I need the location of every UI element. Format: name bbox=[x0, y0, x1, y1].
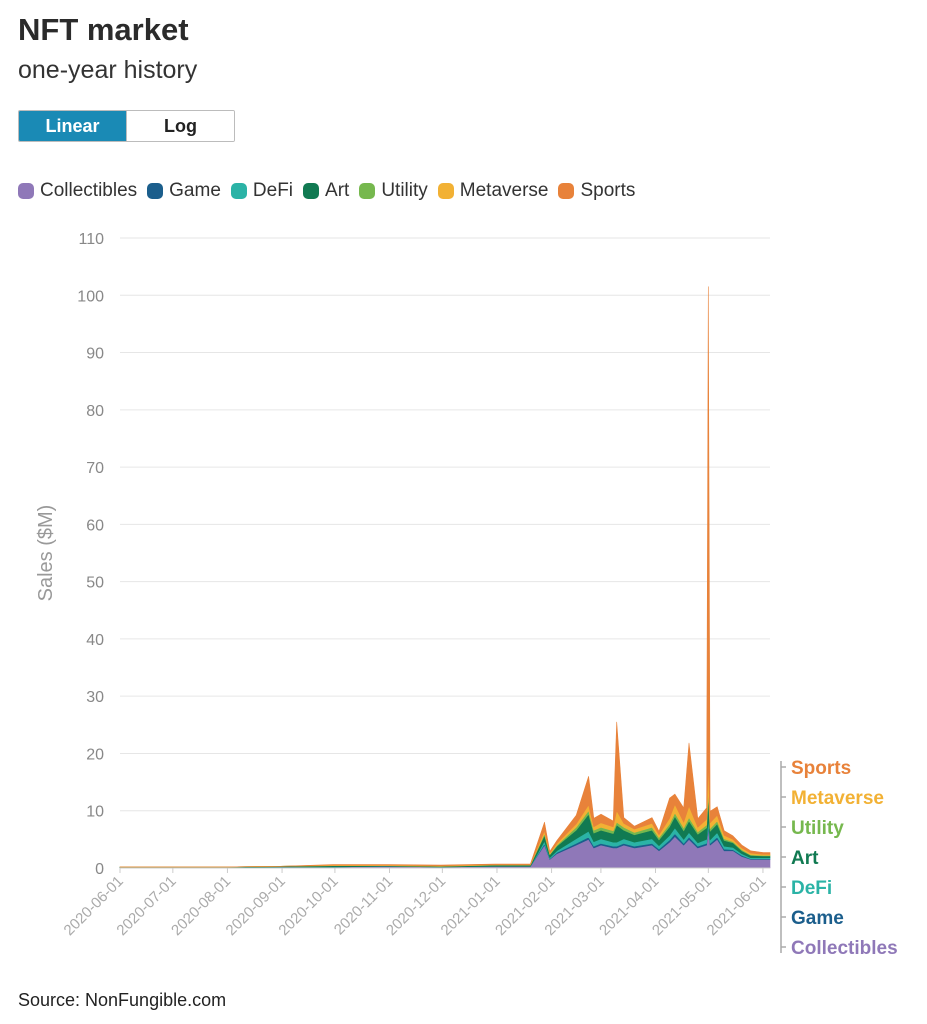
legend-item-sports[interactable]: Sports bbox=[558, 180, 635, 202]
linear-scale-button[interactable]: Linear bbox=[19, 111, 126, 141]
legend-swatch-art bbox=[303, 183, 320, 199]
legend-item-game[interactable]: Game bbox=[147, 180, 221, 202]
x-tick-label: 2021-06-01 bbox=[704, 873, 770, 939]
legend-item-metaverse[interactable]: Metaverse bbox=[437, 180, 549, 202]
legend-label-defi: DeFi bbox=[252, 180, 294, 201]
legend-swatch-sports bbox=[558, 183, 575, 199]
legend-label-sports: Sports bbox=[580, 180, 636, 201]
y-axis-label: Sales ($M) bbox=[35, 505, 57, 602]
chart-title: NFT market bbox=[18, 12, 189, 47]
y-tick-label: 50 bbox=[86, 575, 104, 592]
legend-swatch-defi bbox=[230, 183, 247, 199]
end-label-utility: Utility bbox=[791, 818, 844, 839]
end-label-collectibles: Collectibles bbox=[791, 938, 898, 959]
legend-swatch-utility bbox=[359, 183, 376, 199]
y-tick-label: 80 bbox=[86, 403, 104, 420]
legend-item-art[interactable]: Art bbox=[303, 180, 349, 202]
y-tick-label: 30 bbox=[86, 689, 104, 706]
end-label-art: Art bbox=[791, 848, 819, 869]
y-tick-label: 90 bbox=[86, 346, 104, 363]
log-scale-button[interactable]: Log bbox=[126, 111, 234, 141]
legend-item-utility[interactable]: Utility bbox=[359, 180, 428, 202]
legend-label-art: Art bbox=[325, 180, 350, 201]
legend: Collectibles Game DeFi Art Utility Metav… bbox=[18, 180, 645, 202]
end-label-game: Game bbox=[791, 908, 844, 929]
y-tick-label: 70 bbox=[86, 460, 104, 477]
y-tick-label: 100 bbox=[77, 288, 104, 305]
end-label-metaverse: Metaverse bbox=[791, 788, 884, 809]
scale-toggle: Linear Log bbox=[18, 110, 235, 142]
legend-label-collectibles: Collectibles bbox=[40, 180, 138, 201]
chart-subtitle: one-year history bbox=[18, 56, 198, 84]
y-tick-label: 0 bbox=[95, 861, 104, 878]
legend-swatch-metaverse bbox=[437, 183, 454, 199]
end-label-sports: Sports bbox=[791, 758, 851, 779]
source-note: Source: NonFungible.com bbox=[18, 990, 227, 1010]
legend-item-defi[interactable]: DeFi bbox=[230, 180, 294, 202]
y-tick-label: 10 bbox=[86, 804, 104, 821]
legend-item-collectibles[interactable]: Collectibles bbox=[18, 180, 137, 202]
legend-label-metaverse: Metaverse bbox=[459, 180, 549, 201]
y-tick-label: 110 bbox=[78, 231, 104, 248]
y-tick-label: 20 bbox=[86, 746, 104, 763]
area-sports bbox=[119, 286, 771, 868]
end-label-defi: DeFi bbox=[791, 878, 832, 899]
y-tick-label: 40 bbox=[86, 632, 104, 649]
legend-label-game: Game bbox=[169, 180, 221, 201]
legend-label-utility: Utility bbox=[381, 180, 428, 201]
legend-swatch-game bbox=[147, 183, 164, 199]
y-tick-label: 60 bbox=[86, 517, 104, 534]
legend-swatch-collectibles bbox=[18, 183, 34, 199]
